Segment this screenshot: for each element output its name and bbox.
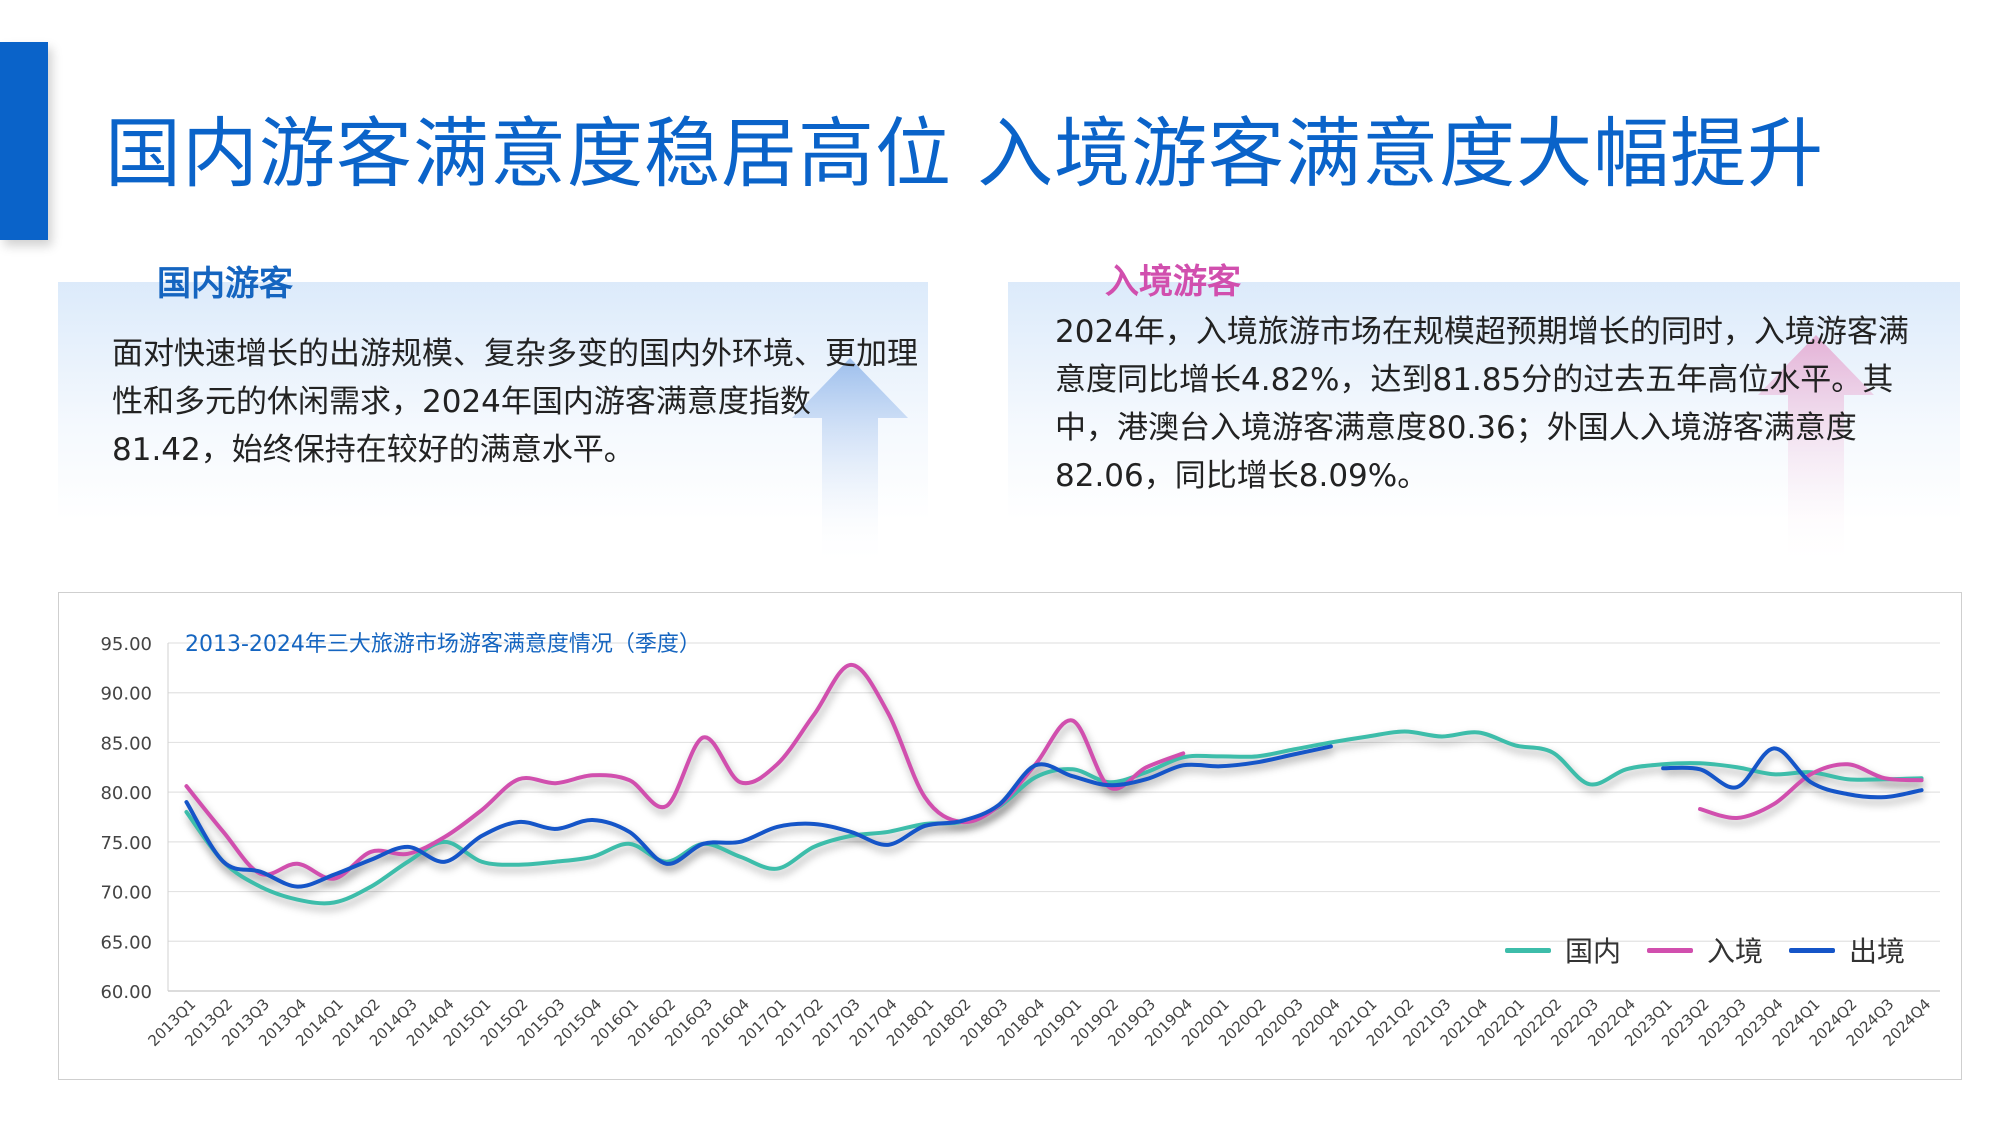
up-arrow-icon-blue: [792, 358, 908, 568]
domestic-text: 面对快速增长的出游规模、复杂多变的国内外环境、更加理性和多元的休闲需求，2024…: [112, 336, 918, 468]
series-line-outbound: [1661, 746, 1924, 800]
legend-label-inbound: 入境: [1707, 935, 1764, 968]
domestic-card: [58, 282, 928, 520]
series-line-domestic: [184, 729, 1924, 906]
y-tick-label: 95.00: [100, 634, 152, 655]
accent-bar: [0, 42, 48, 240]
chart-frame: [58, 592, 1962, 1080]
domestic-heading: 国内游客: [157, 264, 293, 304]
series-shadow-domestic: [186, 733, 1924, 912]
y-tick-label: 75.00: [100, 833, 152, 854]
chart-legend: 国内 入境 出境: [1505, 930, 1905, 970]
y-tick-label: 90.00: [100, 684, 152, 705]
legend-swatch-outbound: [1789, 947, 1836, 953]
up-arrow-icon-pink: [1758, 335, 1874, 570]
legend-item-outbound: 出境: [1789, 930, 1905, 970]
inbound-text: 2024年，入境旅游市场在规模超预期增长的同时，入境游客满意度同比增长4.82%…: [1055, 314, 1909, 494]
series-line-inbound: [184, 662, 1186, 881]
series-shadow-outbound: [185, 748, 1334, 895]
chart-title: 2013-2024年三大旅游市场游客满意度情况（季度）: [185, 632, 701, 657]
y-tick-label: 65.00: [100, 932, 152, 953]
page-title: 国内游客满意度稳居高位 入境游客满意度大幅提升: [105, 109, 1825, 198]
series-line-outbound: [184, 744, 1333, 889]
legend-swatch-domestic: [1505, 947, 1551, 953]
y-tick-label: 85.00: [100, 733, 152, 754]
legend-swatch-inbound: [1647, 947, 1694, 953]
legend-label-domestic: 国内: [1565, 935, 1622, 968]
legend-item-domestic: 国内: [1505, 930, 1621, 970]
y-tick-label: 80.00: [100, 783, 152, 804]
y-tick-label: 70.00: [100, 883, 152, 904]
series-line-inbound: [1698, 762, 1924, 820]
legend-item-inbound: 入境: [1647, 930, 1763, 970]
inbound-heading: 入境游客: [1105, 262, 1241, 302]
series-shadow-inbound: [1701, 766, 1924, 826]
y-tick-label: 60.00: [100, 982, 152, 1003]
legend-label-outbound: 出境: [1849, 935, 1906, 968]
